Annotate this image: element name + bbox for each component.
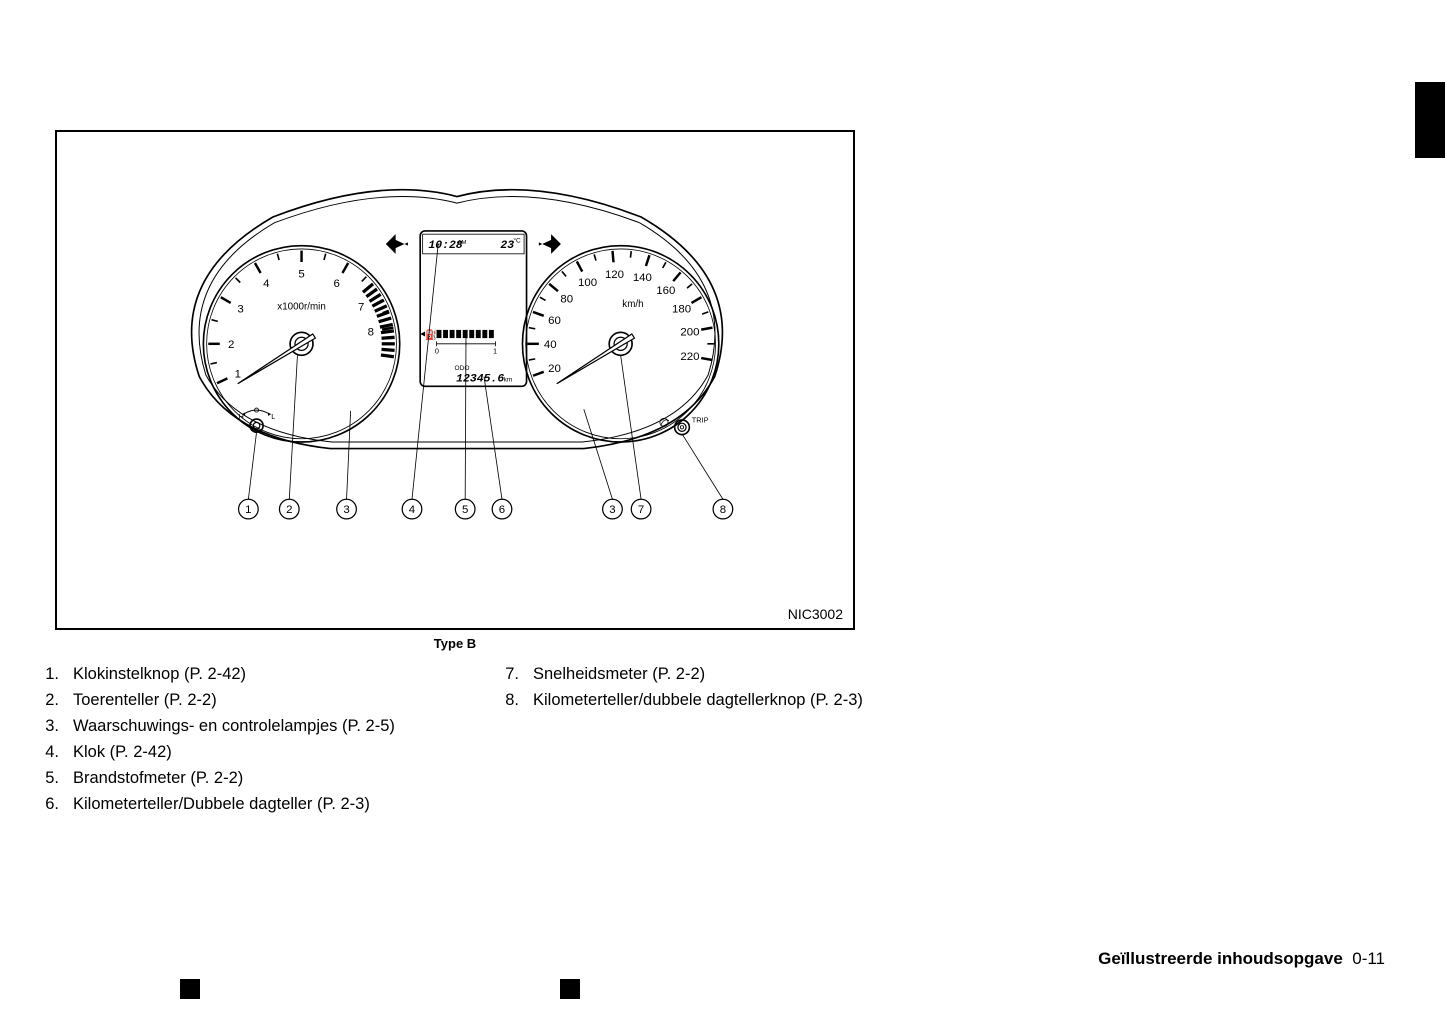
svg-text:2: 2 (286, 504, 292, 516)
svg-text:20: 20 (548, 363, 561, 375)
svg-text:TRIP: TRIP (692, 415, 709, 424)
svg-text:8: 8 (720, 504, 726, 516)
svg-text:0: 0 (435, 347, 439, 356)
svg-text:⛽: ⛽ (425, 329, 437, 341)
svg-text:1: 1 (235, 369, 241, 381)
legend-item: 3.Waarschuwings- en controlelampjes (P. … (35, 717, 495, 736)
svg-text:12345.6: 12345.6 (456, 372, 504, 385)
legend-item: 1.Klokinstelknop (P. 2-42) (35, 665, 495, 684)
legend-col-1: 1.Klokinstelknop (P. 2-42) 2.Toerentelle… (35, 658, 495, 821)
section-title: Geïllustreerde inhoudsopgave (1098, 949, 1343, 968)
crop-mark (560, 979, 580, 999)
svg-text:ODO: ODO (455, 365, 470, 372)
svg-text:L: L (271, 412, 275, 421)
page: 10:28AM23°C⛽01ODO12345.6km12345678x1000r… (0, 0, 1445, 1019)
legend-item: 6.Kilometerteller/Dubbele dagteller (P. … (35, 795, 495, 814)
svg-text:6: 6 (499, 504, 505, 516)
svg-text:4: 4 (263, 278, 270, 290)
svg-text:23: 23 (500, 239, 514, 252)
svg-text:160: 160 (656, 285, 675, 297)
legend-col-2: 7.Snelheidsmeter (P. 2-2) 8.Kilometertel… (495, 658, 955, 821)
svg-text:2: 2 (228, 339, 234, 351)
svg-text:5: 5 (298, 269, 304, 281)
legend-item: 8.Kilometerteller/dubbele dagtellerknop … (495, 691, 955, 710)
svg-text:7: 7 (638, 504, 644, 516)
svg-text:x1000r/min: x1000r/min (277, 301, 325, 312)
page-number: 0-11 (1352, 949, 1385, 968)
svg-text:200: 200 (680, 327, 699, 339)
svg-text:3: 3 (609, 504, 615, 516)
svg-text:120: 120 (605, 269, 624, 281)
svg-text:140: 140 (633, 272, 652, 284)
legend-item: 7.Snelheidsmeter (P. 2-2) (495, 665, 955, 684)
svg-text:km: km (504, 376, 513, 383)
svg-text:40: 40 (544, 339, 557, 351)
svg-text:100: 100 (578, 277, 597, 289)
svg-text:5: 5 (462, 504, 468, 516)
svg-text:km/h: km/h (622, 299, 643, 310)
svg-text:1: 1 (493, 347, 497, 356)
legend-item: 2.Toerenteller (P. 2-2) (35, 691, 495, 710)
instrument-cluster-illustration: 10:28AM23°C⛽01ODO12345.6km12345678x1000r… (112, 172, 802, 532)
legend-item: 4.Klok (P. 2-42) (35, 743, 495, 762)
legend: 1.Klokinstelknop (P. 2-42) 2.Toerentelle… (35, 658, 975, 821)
svg-text:8: 8 (368, 327, 374, 339)
figure-caption: Type B (55, 636, 855, 651)
page-footer: Geïllustreerde inhoudsopgave 0-11 (1098, 949, 1385, 969)
svg-text:4: 4 (409, 504, 416, 516)
svg-text:60: 60 (548, 315, 561, 327)
svg-text:180: 180 (672, 304, 691, 316)
svg-text:°C: °C (513, 236, 521, 244)
section-tab (1415, 82, 1445, 158)
svg-text:80: 80 (560, 294, 573, 306)
svg-text:AM: AM (458, 240, 467, 246)
svg-text:7: 7 (358, 302, 364, 314)
svg-text:H: H (239, 412, 244, 421)
legend-item: 5.Brandstofmeter (P. 2-2) (35, 769, 495, 788)
svg-text:3: 3 (343, 504, 349, 516)
svg-text:220: 220 (680, 351, 699, 363)
instrument-figure: 10:28AM23°C⛽01ODO12345.6km12345678x1000r… (55, 130, 855, 630)
svg-text:3: 3 (237, 304, 243, 316)
svg-text:1: 1 (245, 504, 251, 516)
svg-text:6: 6 (334, 278, 340, 290)
crop-mark (180, 979, 200, 999)
figure-code: NIC3002 (788, 606, 843, 622)
